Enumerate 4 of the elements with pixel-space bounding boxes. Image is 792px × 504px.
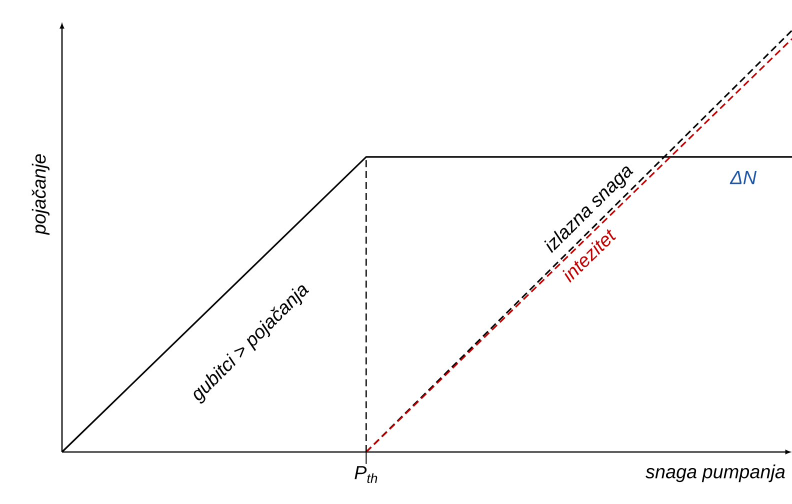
y-axis-title: pojačanje xyxy=(32,154,50,235)
text: P$_{th}$ xyxy=(354,466,378,483)
x-axis-title: snaga pumpanja xyxy=(646,464,785,482)
annotation: ΔN xyxy=(730,171,757,184)
